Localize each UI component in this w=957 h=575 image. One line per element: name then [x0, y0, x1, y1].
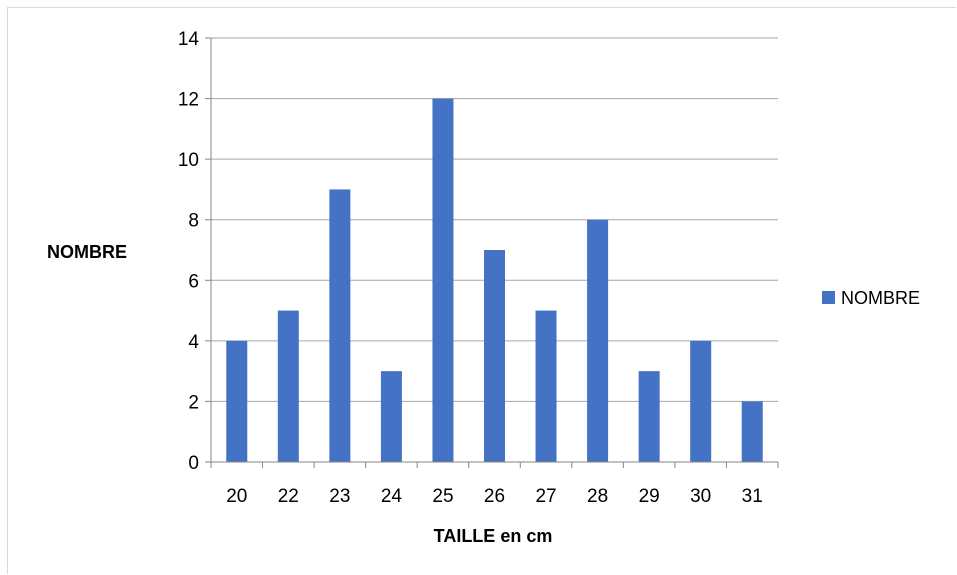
bar-22 [277, 310, 299, 462]
bar-31 [741, 401, 763, 462]
y-tick-label: 2 [188, 392, 199, 413]
bars [226, 98, 763, 463]
y-tick-label: 0 [188, 453, 199, 474]
x-tick-label: 26 [484, 486, 505, 507]
x-tick-label: 25 [432, 486, 453, 507]
x-tick-label: 23 [329, 486, 350, 507]
y-tick-label: 10 [178, 150, 199, 171]
x-tick-label: 27 [535, 486, 556, 507]
y-tick-label: 8 [188, 211, 199, 232]
y-tick-label: 12 [178, 90, 199, 111]
legend-swatch [822, 291, 835, 304]
x-axis-title: TAILLE en cm [434, 526, 553, 546]
bar-28 [587, 219, 609, 462]
x-tick-label: 28 [587, 486, 608, 507]
x-tick-label: 22 [278, 486, 299, 507]
x-tick-label: 31 [742, 486, 763, 507]
bar-29 [638, 371, 660, 462]
bar-27 [535, 310, 557, 462]
bar-26 [484, 250, 505, 462]
x-tick-label: 20 [226, 486, 247, 507]
y-tick-label: 6 [188, 271, 199, 292]
x-tick-label: 24 [381, 486, 403, 507]
bar-24 [380, 371, 402, 462]
axes [205, 37, 779, 468]
bar-30 [690, 340, 712, 462]
legend-label: NOMBRE [841, 288, 920, 308]
y-axis-title: NOMBRE [47, 242, 127, 262]
y-tick-label: 4 [188, 332, 199, 353]
x-tick-label: 30 [690, 486, 711, 507]
legend: NOMBRE [822, 288, 920, 308]
bar-25 [432, 98, 454, 463]
y-tick-label: 14 [178, 29, 200, 50]
bar-23 [329, 189, 351, 462]
x-tick-label: 29 [639, 486, 660, 507]
bar-20 [226, 340, 248, 462]
chart-frame [7, 7, 956, 574]
